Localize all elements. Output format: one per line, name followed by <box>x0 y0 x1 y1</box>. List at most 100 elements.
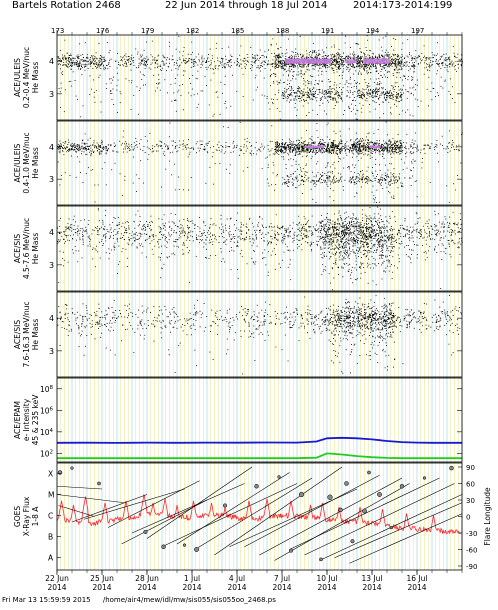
ion-event <box>239 63 241 65</box>
ion-event <box>361 66 362 68</box>
ion-event <box>206 60 208 62</box>
ion-event <box>318 89 320 91</box>
ion-event <box>59 140 61 142</box>
ion-event <box>389 143 390 145</box>
ion-event <box>291 89 293 91</box>
ion-event <box>326 148 328 149</box>
ion-event <box>386 97 387 98</box>
ion-event <box>345 149 347 150</box>
ion-event <box>333 44 335 46</box>
ion-event <box>130 82 132 84</box>
ion-event <box>385 93 387 95</box>
ion-event <box>230 54 232 56</box>
ion-event <box>57 56 59 58</box>
ion-event <box>71 57 73 59</box>
ion-event <box>181 62 183 64</box>
ion-event <box>446 66 448 68</box>
ion-event <box>392 197 394 199</box>
ion-event <box>372 91 374 93</box>
ion-event <box>60 50 62 51</box>
ion-event <box>342 72 344 73</box>
ion-event <box>346 55 348 57</box>
ion-event <box>353 145 355 147</box>
ion-event <box>96 148 98 149</box>
ion-event <box>401 151 403 153</box>
ion-event <box>388 58 390 59</box>
ion-event <box>385 55 387 57</box>
ion-event <box>363 149 365 151</box>
ion-event <box>64 39 66 41</box>
ion-event <box>88 60 89 62</box>
ion-event <box>119 65 121 66</box>
ion-event <box>337 52 339 53</box>
ion-event <box>320 67 322 69</box>
ion-event <box>196 78 198 80</box>
dense-core <box>345 59 357 64</box>
ion-event <box>68 65 70 67</box>
ion-event <box>335 91 337 93</box>
ion-event <box>344 83 346 85</box>
ion-event <box>91 151 93 153</box>
ion-event <box>297 144 298 146</box>
ion-event <box>386 95 388 97</box>
ion-event <box>303 145 305 147</box>
ion-event <box>436 73 438 75</box>
ion-event <box>360 143 361 144</box>
ion-event <box>386 173 388 175</box>
ion-event <box>95 62 97 63</box>
ion-event <box>312 150 314 152</box>
ion-event <box>62 147 63 148</box>
ion-event <box>356 109 358 111</box>
ion-event <box>203 148 205 150</box>
ion-event <box>289 147 290 149</box>
ion-event <box>312 63 314 65</box>
ion-event <box>366 85 368 87</box>
ion-event <box>69 175 71 176</box>
ion-event <box>337 147 338 149</box>
ion-event <box>389 71 390 73</box>
ion-event <box>222 146 223 147</box>
ion-event <box>382 66 384 68</box>
ion-event <box>383 147 385 149</box>
ion-event <box>372 52 374 54</box>
ion-event <box>71 142 73 144</box>
ion-event <box>124 55 126 56</box>
top-tick-label: 179 <box>141 27 154 35</box>
ion-event <box>192 66 194 67</box>
ion-event <box>308 177 310 179</box>
ion-event <box>86 154 88 155</box>
ion-event <box>416 79 418 81</box>
ion-event <box>130 58 132 60</box>
ion-event <box>271 63 273 65</box>
ion-event <box>260 57 261 58</box>
ion-event <box>369 56 371 58</box>
ion-event <box>318 55 319 56</box>
ion-event <box>65 64 67 65</box>
ion-event <box>330 81 332 82</box>
ion-event <box>307 148 309 150</box>
ion-event <box>312 96 314 98</box>
ion-event <box>394 65 396 67</box>
ion-event <box>377 63 379 65</box>
ion-event <box>282 183 283 185</box>
ion-event <box>140 62 142 64</box>
ion-event <box>277 54 279 56</box>
ion-event <box>454 102 456 104</box>
ion-event <box>320 177 321 179</box>
ion-event <box>356 62 357 64</box>
ion-event <box>301 148 303 150</box>
ion-event <box>359 57 361 59</box>
ion-event <box>361 178 363 180</box>
ion-event <box>356 83 357 85</box>
ion-event <box>434 54 435 56</box>
ion-event <box>341 150 343 152</box>
ion-event <box>389 147 391 148</box>
ion-event <box>282 66 284 68</box>
ion-event <box>378 104 380 105</box>
ion-event <box>269 154 271 156</box>
ion-event <box>395 99 397 101</box>
ion-event <box>232 147 234 149</box>
ion-event <box>455 149 457 150</box>
ion-event <box>279 149 280 151</box>
ion-event <box>368 142 370 144</box>
